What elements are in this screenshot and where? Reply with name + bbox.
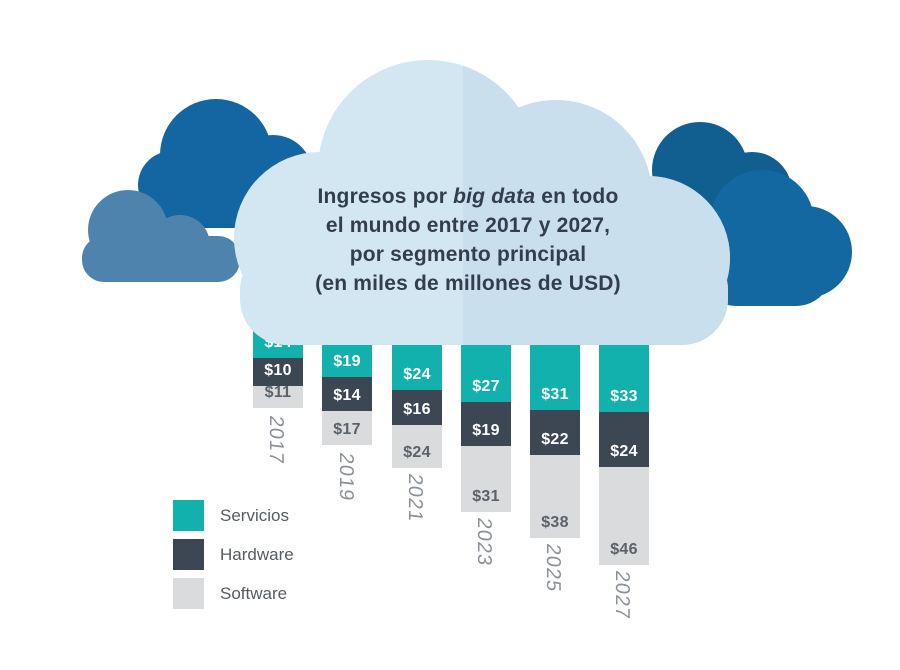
bar-segment-hardware: $24	[599, 412, 649, 467]
value-label: $24	[610, 443, 638, 460]
year-label: 2023	[473, 516, 495, 568]
legend-label: Software	[220, 583, 288, 603]
legend-swatch	[173, 539, 204, 570]
bar-segment-hardware: $19	[461, 402, 511, 446]
bar-segment-servicios: $19	[322, 295, 372, 377]
value-label: $11	[264, 384, 292, 401]
value-label: $22	[541, 431, 569, 448]
bar-segment-hardware: $22	[530, 410, 580, 455]
year-label: 2019	[335, 451, 357, 503]
bar-segment-servicios: $33	[599, 295, 649, 412]
bar-segment-servicios: $24	[392, 295, 442, 390]
bar-segment-servicios: $14	[253, 295, 303, 358]
value-label: $27	[472, 378, 500, 395]
bar-segment-hardware: $16	[392, 390, 442, 425]
value-label: $19	[472, 422, 500, 439]
legend-label: Servicios	[220, 505, 289, 525]
legend-label: Hardware	[220, 544, 294, 564]
value-label: $31	[541, 386, 569, 403]
legend-item-software: Software	[173, 578, 294, 609]
chart-title-line-2: el mundo entre 2017 y 2027,	[325, 214, 611, 237]
value-label: $33	[610, 388, 638, 405]
legend-item-hardware: Hardware	[173, 539, 294, 570]
legend-item-servicios: Servicios	[173, 500, 294, 531]
bar-segment-hardware: $10	[253, 358, 303, 386]
value-label: $46	[610, 541, 638, 558]
chart-title-line-1: Ingresos por big data en todo	[317, 185, 619, 208]
value-label: $14	[333, 387, 361, 404]
value-label: $19	[333, 353, 361, 370]
chart-title-line-3: por segmento principal	[349, 243, 587, 266]
chart-title-line-4: (en miles de millones de USD)	[315, 272, 621, 295]
bar-segment-software: $24	[392, 425, 442, 468]
chart-title: Ingresos por big data en todo el mundo e…	[268, 182, 668, 298]
bar-segment-servicios: $27	[461, 295, 511, 402]
bar-segment-software: $17	[322, 411, 372, 445]
value-label: $17	[333, 421, 361, 438]
bar-segment-servicios: $31	[530, 295, 580, 410]
value-label: $31	[472, 488, 500, 505]
value-label: $16	[403, 401, 431, 418]
year-label: 2021	[404, 472, 426, 524]
bar-segment-software: $38	[530, 455, 580, 538]
bar-segment-software: $31	[461, 446, 511, 512]
bar-segment-hardware: $14	[322, 377, 372, 411]
value-label: $24	[403, 444, 431, 461]
value-label: $10	[264, 362, 292, 379]
year-label: 2017	[265, 414, 287, 466]
year-label: 2027	[611, 569, 633, 621]
year-label: 2025	[542, 542, 564, 594]
legend: Servicios Hardware Software	[173, 500, 294, 617]
value-label: $14	[264, 334, 292, 351]
value-label: $24	[403, 366, 431, 383]
legend-swatch	[173, 578, 204, 609]
legend-swatch	[173, 500, 204, 531]
bar-segment-software: $46	[599, 467, 649, 565]
chart-title-italic: big data	[453, 185, 536, 208]
value-label: $38	[541, 514, 569, 531]
bar-segment-software: $11	[253, 384, 303, 408]
